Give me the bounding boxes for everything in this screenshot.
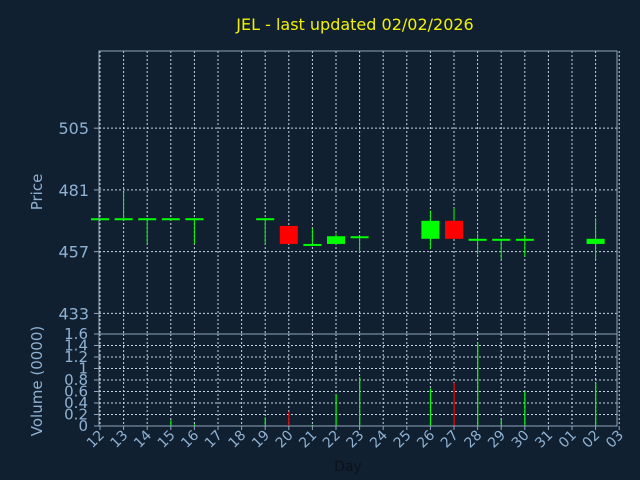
volume-bar-23 xyxy=(359,377,361,426)
x-tick-label: 01 xyxy=(556,428,580,452)
candle-body xyxy=(327,236,345,244)
volume-tick-label: 0 xyxy=(78,417,88,435)
candle-body xyxy=(515,238,534,241)
candle-02 xyxy=(586,218,605,260)
price-tick-label: 481 xyxy=(58,181,89,200)
x-tick-label: 14 xyxy=(131,427,155,451)
candle-27 xyxy=(445,207,463,239)
x-tick-label: 13 xyxy=(108,428,132,452)
volume-bar-15 xyxy=(170,420,172,426)
candle-26 xyxy=(421,210,440,250)
candle-30 xyxy=(515,236,534,257)
volume-panel: 00.20.40.60.811.21.41.6 Volume (0000) xyxy=(28,325,620,436)
volume-tick-label: 1.2 xyxy=(64,348,88,366)
candle-28 xyxy=(468,233,487,255)
candle-body xyxy=(303,243,322,246)
candle-body xyxy=(91,218,109,221)
volume-axis-label: Volume (0000) xyxy=(28,326,46,436)
volume-tick-label: 1 xyxy=(78,360,88,378)
volume-plot-frame xyxy=(98,333,618,427)
volume-plot-area xyxy=(99,334,617,426)
x-axis-label: Day xyxy=(334,459,362,475)
candle-body xyxy=(114,218,133,221)
candle-16 xyxy=(185,218,204,244)
x-tick-label: 23 xyxy=(344,428,368,452)
price-tick-label: 433 xyxy=(58,304,89,323)
candle-body xyxy=(185,218,204,221)
x-tick-label: 03 xyxy=(603,428,627,452)
x-tick-label: 26 xyxy=(414,427,438,451)
candle-body xyxy=(256,218,275,221)
x-tick-label: 27 xyxy=(438,428,462,452)
candle-29 xyxy=(492,238,511,260)
volume-bar-19 xyxy=(264,417,266,426)
candle-19 xyxy=(256,218,275,244)
volume-tick-label: 1.4 xyxy=(64,337,88,355)
candle-body xyxy=(350,236,369,239)
x-tick-label: 31 xyxy=(532,428,556,452)
x-tick-label: 21 xyxy=(296,428,320,452)
x-tick-label: 29 xyxy=(485,428,509,452)
candle-23 xyxy=(350,236,369,252)
volume-bar-16 xyxy=(193,424,196,426)
x-tick-label: 17 xyxy=(202,428,226,452)
price-axis-label: Price xyxy=(28,174,46,211)
candle-12 xyxy=(91,218,109,221)
volume-tick-label: 1.6 xyxy=(64,325,88,343)
volume-tick-label: 0.8 xyxy=(64,371,88,389)
volume-bar-02 xyxy=(595,382,597,426)
candle-body xyxy=(421,220,440,239)
volume-bar-30 xyxy=(524,391,526,426)
volume-bar-22 xyxy=(335,394,337,426)
volume-tick-label: 0.4 xyxy=(64,394,88,412)
candle-body xyxy=(492,238,511,241)
x-tick-label: 22 xyxy=(320,428,344,452)
x-tick-label: 25 xyxy=(391,428,415,452)
candle-body xyxy=(468,238,487,241)
volume-bar-29 xyxy=(500,419,502,426)
candle-15 xyxy=(161,218,180,221)
price-tick-label: 457 xyxy=(58,243,89,262)
candle-22 xyxy=(327,233,345,244)
candle-13 xyxy=(114,192,133,221)
chart-title: JEL - last updated 02/02/2026 xyxy=(235,15,473,34)
candle-20 xyxy=(279,225,298,244)
candle-14 xyxy=(138,218,157,244)
x-tick-label: 30 xyxy=(509,428,533,452)
volume-bar-28 xyxy=(477,342,479,426)
x-tick-label: 16 xyxy=(178,427,202,451)
volume-tick-label: 0.6 xyxy=(64,383,88,401)
candle-body xyxy=(586,238,605,244)
volume-bar-21 xyxy=(311,424,314,426)
candle-body xyxy=(138,218,157,221)
x-tick-label: 24 xyxy=(367,427,391,451)
candle-body xyxy=(279,225,298,244)
volume-bar-27 xyxy=(453,382,455,426)
candle-body xyxy=(445,220,463,239)
price-plot-area xyxy=(99,51,617,334)
x-tick-label: 02 xyxy=(580,428,604,452)
volume-bar-26 xyxy=(429,388,432,426)
x-tick-label: 15 xyxy=(155,428,179,452)
candle-body xyxy=(161,218,180,221)
price-tick-label: 505 xyxy=(58,119,89,138)
x-tick-label: 19 xyxy=(249,428,273,452)
x-tick-label: 18 xyxy=(226,428,250,452)
volume-tick-label: 0.2 xyxy=(64,406,88,424)
price-panel: 433 457 481 505 Price xyxy=(28,50,620,335)
volume-bar-20 xyxy=(288,411,290,426)
x-tick-label: 28 xyxy=(462,428,486,452)
candle-21 xyxy=(303,228,322,246)
x-tick-label: 20 xyxy=(273,428,297,452)
